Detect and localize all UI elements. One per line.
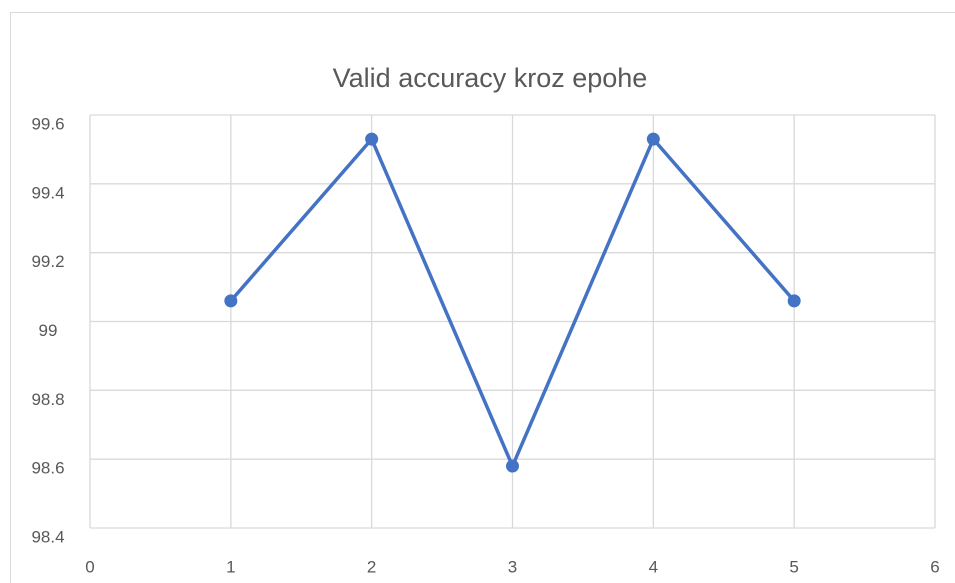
x-tick-label: 3 — [508, 557, 517, 576]
data-point — [224, 294, 238, 308]
y-tick-label: 99.6 — [31, 114, 64, 133]
data-point — [646, 132, 660, 146]
x-tick-label: 2 — [367, 557, 376, 576]
x-tick-label: 5 — [789, 557, 798, 576]
chart-frame — [10, 12, 955, 583]
x-tick-label: 0 — [85, 557, 94, 576]
x-tick-label: 1 — [226, 557, 235, 576]
data-point — [787, 294, 801, 308]
y-tick-label: 99.2 — [31, 252, 64, 271]
y-tick-label: 98.8 — [31, 390, 64, 409]
y-tick-label: 98.4 — [31, 527, 64, 546]
y-tick-label: 99.4 — [31, 183, 64, 202]
chart-title: Valid accuracy kroz epohe — [333, 63, 648, 93]
data-point — [506, 459, 519, 473]
x-tick-label: 4 — [649, 557, 658, 576]
y-tick-label: 98.6 — [31, 459, 64, 478]
data-point — [365, 132, 379, 146]
y-tick-label: 99 — [39, 321, 58, 340]
x-tick-label: 6 — [930, 557, 939, 576]
